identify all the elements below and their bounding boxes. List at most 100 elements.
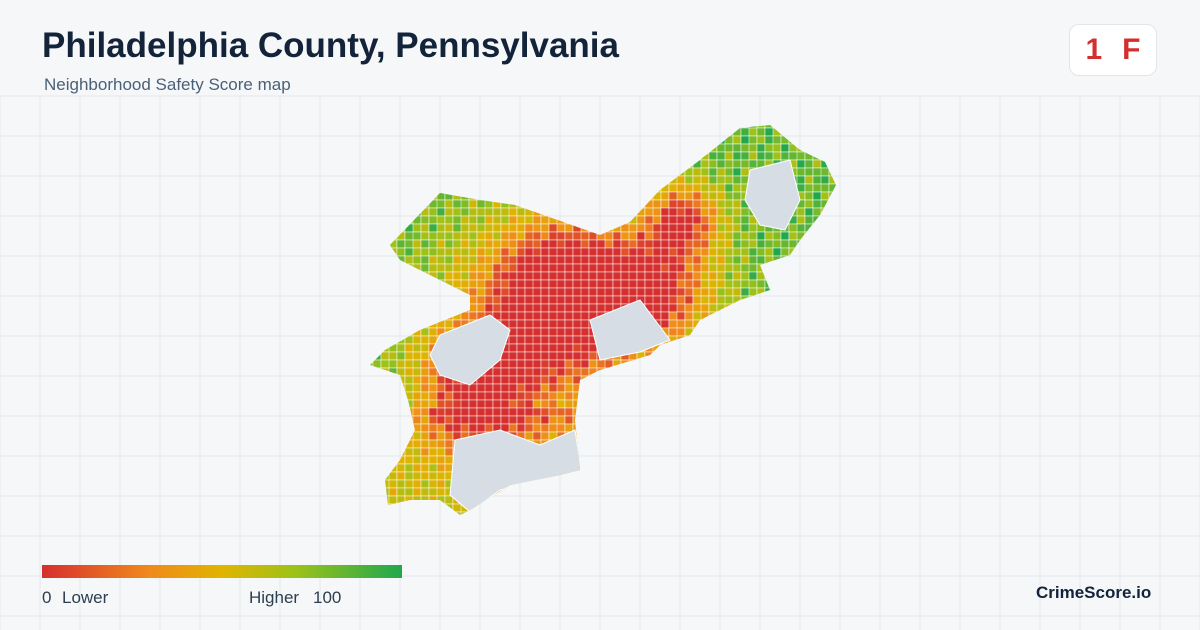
tract [780, 311, 790, 321]
tract [788, 247, 804, 257]
tract [516, 295, 526, 305]
tract [604, 199, 614, 209]
tract [724, 375, 734, 385]
tract [412, 223, 422, 233]
tract [612, 183, 622, 193]
tract [796, 439, 806, 449]
tract [508, 359, 518, 369]
tract [484, 271, 494, 281]
tract [644, 359, 660, 369]
tract [604, 255, 614, 265]
tract [804, 375, 814, 385]
tract [532, 423, 542, 433]
tract [676, 383, 686, 393]
tract [596, 167, 612, 177]
tract [732, 495, 742, 505]
tract [380, 303, 396, 313]
tract [788, 279, 804, 289]
tract [604, 439, 614, 449]
tract [812, 407, 828, 417]
tract [452, 125, 468, 129]
tract [372, 167, 382, 177]
tract [756, 135, 766, 145]
tract [804, 255, 814, 265]
tract [676, 271, 686, 281]
tract [596, 159, 612, 169]
tract [780, 375, 790, 385]
tract [748, 455, 758, 465]
tract [636, 351, 646, 361]
tract [636, 239, 646, 249]
tract [828, 159, 836, 169]
tract [796, 367, 806, 377]
tract [692, 447, 708, 457]
tract [612, 431, 622, 441]
tract [644, 125, 660, 129]
tract [796, 311, 806, 321]
tract [828, 487, 836, 497]
tract [796, 327, 806, 337]
tract [412, 159, 422, 169]
tract [532, 199, 542, 209]
tract [612, 271, 622, 281]
tract [828, 127, 836, 137]
tract [732, 125, 742, 129]
tract [676, 359, 686, 369]
tract [764, 399, 780, 409]
tract [628, 423, 638, 433]
tract [516, 175, 526, 185]
tract [412, 319, 422, 329]
tract [724, 463, 734, 473]
tract [484, 127, 494, 137]
tract [724, 159, 734, 169]
tract [708, 255, 718, 265]
tract [380, 159, 396, 169]
tract [748, 407, 758, 417]
tract [740, 503, 756, 513]
tract [540, 239, 550, 249]
tract [404, 175, 420, 185]
tract [636, 199, 646, 209]
tract [380, 335, 396, 345]
tract [700, 231, 710, 241]
tract [628, 463, 638, 473]
tract [700, 503, 710, 513]
tract [828, 239, 836, 249]
tract [636, 263, 646, 273]
tract [492, 503, 502, 513]
tract [370, 215, 374, 225]
tract [804, 495, 814, 505]
tract [540, 503, 550, 513]
tract [732, 279, 742, 289]
tract [412, 431, 422, 441]
tract [370, 391, 374, 401]
tract [628, 447, 638, 457]
tract [780, 135, 790, 145]
tract [612, 191, 622, 201]
tract [580, 503, 590, 513]
tract [804, 391, 814, 401]
tract [820, 255, 830, 265]
tract [492, 271, 502, 281]
tract [732, 471, 742, 481]
tract [372, 471, 382, 481]
tract [556, 271, 566, 281]
tract [540, 431, 550, 441]
tract [380, 399, 396, 409]
tract [388, 319, 398, 329]
tract [660, 415, 670, 425]
tract [636, 135, 646, 145]
tract [388, 175, 398, 185]
tract [804, 279, 814, 289]
tract [468, 215, 478, 225]
tract [372, 447, 382, 457]
tract [476, 511, 492, 515]
tract [700, 151, 710, 161]
tract [508, 279, 518, 289]
tract [484, 295, 494, 305]
tract [628, 439, 638, 449]
tract [684, 319, 694, 329]
tract [644, 391, 660, 401]
tract [684, 367, 694, 377]
tract [636, 463, 646, 473]
